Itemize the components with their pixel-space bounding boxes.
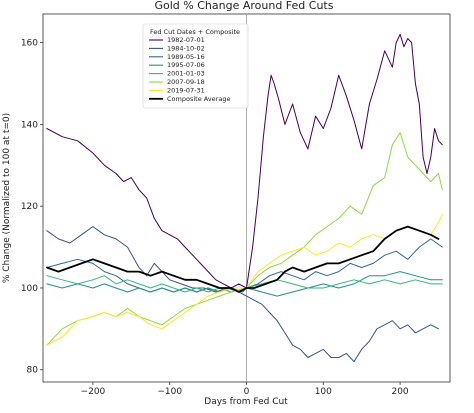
chart-title: Gold % Change Around Fed Cuts	[155, 0, 334, 12]
series-lines	[45, 33, 443, 363]
y-tick-label: 140	[21, 120, 38, 130]
legend-box	[142, 23, 249, 109]
axes: −200 −100 0 100 200 80 100 120 140 160	[21, 14, 409, 397]
series-line	[46, 33, 443, 289]
x-tick-label: 0	[244, 387, 250, 397]
legend-label: 2007-09-18	[167, 78, 205, 86]
series-line	[46, 271, 443, 297]
legend: Fed Cut Dates + Composite 1982-07-011984…	[142, 23, 249, 109]
series-line	[46, 226, 439, 363]
y-tick-label: 120	[21, 202, 38, 212]
y-tick-label: 160	[21, 39, 38, 49]
x-tick-label: 100	[315, 387, 332, 397]
y-axis-title: % Change (Normalized to 100 at t=0)	[2, 113, 12, 283]
y-tick-label: 80	[27, 366, 39, 376]
x-tick-label: −200	[81, 387, 106, 397]
legend-label: 1982-07-01	[167, 36, 205, 44]
y-tick-label: 100	[21, 284, 38, 294]
x-tick-label: −100	[157, 387, 182, 397]
legend-label: 1989-05-16	[167, 53, 205, 61]
legend-label: 1984-10-02	[167, 44, 205, 52]
legend-label: 2019-07-31	[167, 86, 205, 94]
x-tick-label: 200	[391, 387, 408, 397]
series-line	[46, 132, 443, 346]
legend-title: Fed Cut Dates + Composite	[150, 28, 240, 36]
legend-label: 1995-07-06	[167, 61, 205, 69]
series-line	[45, 225, 440, 293]
legend-label: Composite Average	[167, 95, 230, 103]
x-axis-title: Days from Fed Cut	[204, 397, 288, 407]
legend-label: 2001-01-03	[167, 70, 205, 78]
